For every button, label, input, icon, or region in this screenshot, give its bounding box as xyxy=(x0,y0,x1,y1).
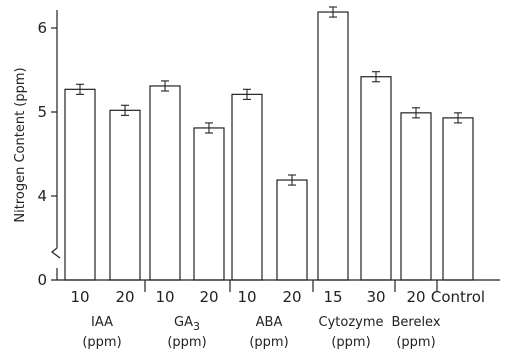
group-name-3: ABA xyxy=(256,315,283,330)
y-tick-label-4: 4 xyxy=(37,187,47,205)
group-name-2: GA3 xyxy=(174,315,200,333)
error-bar-7 xyxy=(329,6,337,18)
y-tick-label-6: 6 xyxy=(37,19,47,37)
error-bar-5 xyxy=(243,88,251,100)
error-bar-10 xyxy=(454,112,462,124)
x-axis xyxy=(57,279,500,292)
error-bar-4 xyxy=(205,122,213,134)
group-name-1: IAA xyxy=(91,315,113,330)
category-label-6: 20 xyxy=(282,288,301,306)
labels: 10 20 10 20 10 20 15 30 20 Control IAA (ppm) GA3 (ppm… xyxy=(70,288,485,350)
category-label-9: 20 xyxy=(406,288,425,306)
group-unit-1: (ppm) xyxy=(82,335,121,350)
category-label-8: 30 xyxy=(366,288,385,306)
error-bar-6 xyxy=(288,174,296,186)
group-unit-5: (ppm) xyxy=(396,335,435,350)
group-name-4: Cytozyme xyxy=(319,315,384,330)
bar-4 xyxy=(193,127,225,281)
error-bar-8 xyxy=(372,71,380,83)
category-label-5: 10 xyxy=(237,288,256,306)
bar-3 xyxy=(149,85,181,281)
bar-6 xyxy=(276,179,308,281)
axis-break-mark xyxy=(51,247,61,259)
bar-1 xyxy=(64,88,96,281)
group-unit-4: (ppm) xyxy=(331,335,370,350)
error-bar-1 xyxy=(76,83,84,95)
bars xyxy=(64,6,474,281)
category-label-7: 15 xyxy=(323,288,342,306)
bar-5 xyxy=(231,93,263,281)
y-axis: 6 5 4 0 xyxy=(37,10,61,289)
error-bar-9 xyxy=(412,107,420,119)
y-tick-label-5: 5 xyxy=(37,103,47,121)
bar-8 xyxy=(360,76,392,281)
error-bar-3 xyxy=(161,80,169,92)
y-tick-label-0: 0 xyxy=(37,271,47,289)
bar-9 xyxy=(400,112,432,281)
category-label-3: 10 xyxy=(155,288,174,306)
group-name-5: Berelex xyxy=(391,315,440,330)
error-bar-2 xyxy=(121,104,129,116)
bar-7 xyxy=(317,11,349,281)
y-axis-label: Nitrogen Content (ppm) xyxy=(13,67,28,222)
bar-2 xyxy=(109,109,141,281)
category-label-10: Control xyxy=(431,288,485,306)
category-label-4: 20 xyxy=(199,288,218,306)
category-label-2: 20 xyxy=(115,288,134,306)
bar-10 xyxy=(442,117,474,281)
category-label-1: 10 xyxy=(70,288,89,306)
group-unit-2: (ppm) xyxy=(167,335,206,350)
group-unit-3: (ppm) xyxy=(249,335,288,350)
